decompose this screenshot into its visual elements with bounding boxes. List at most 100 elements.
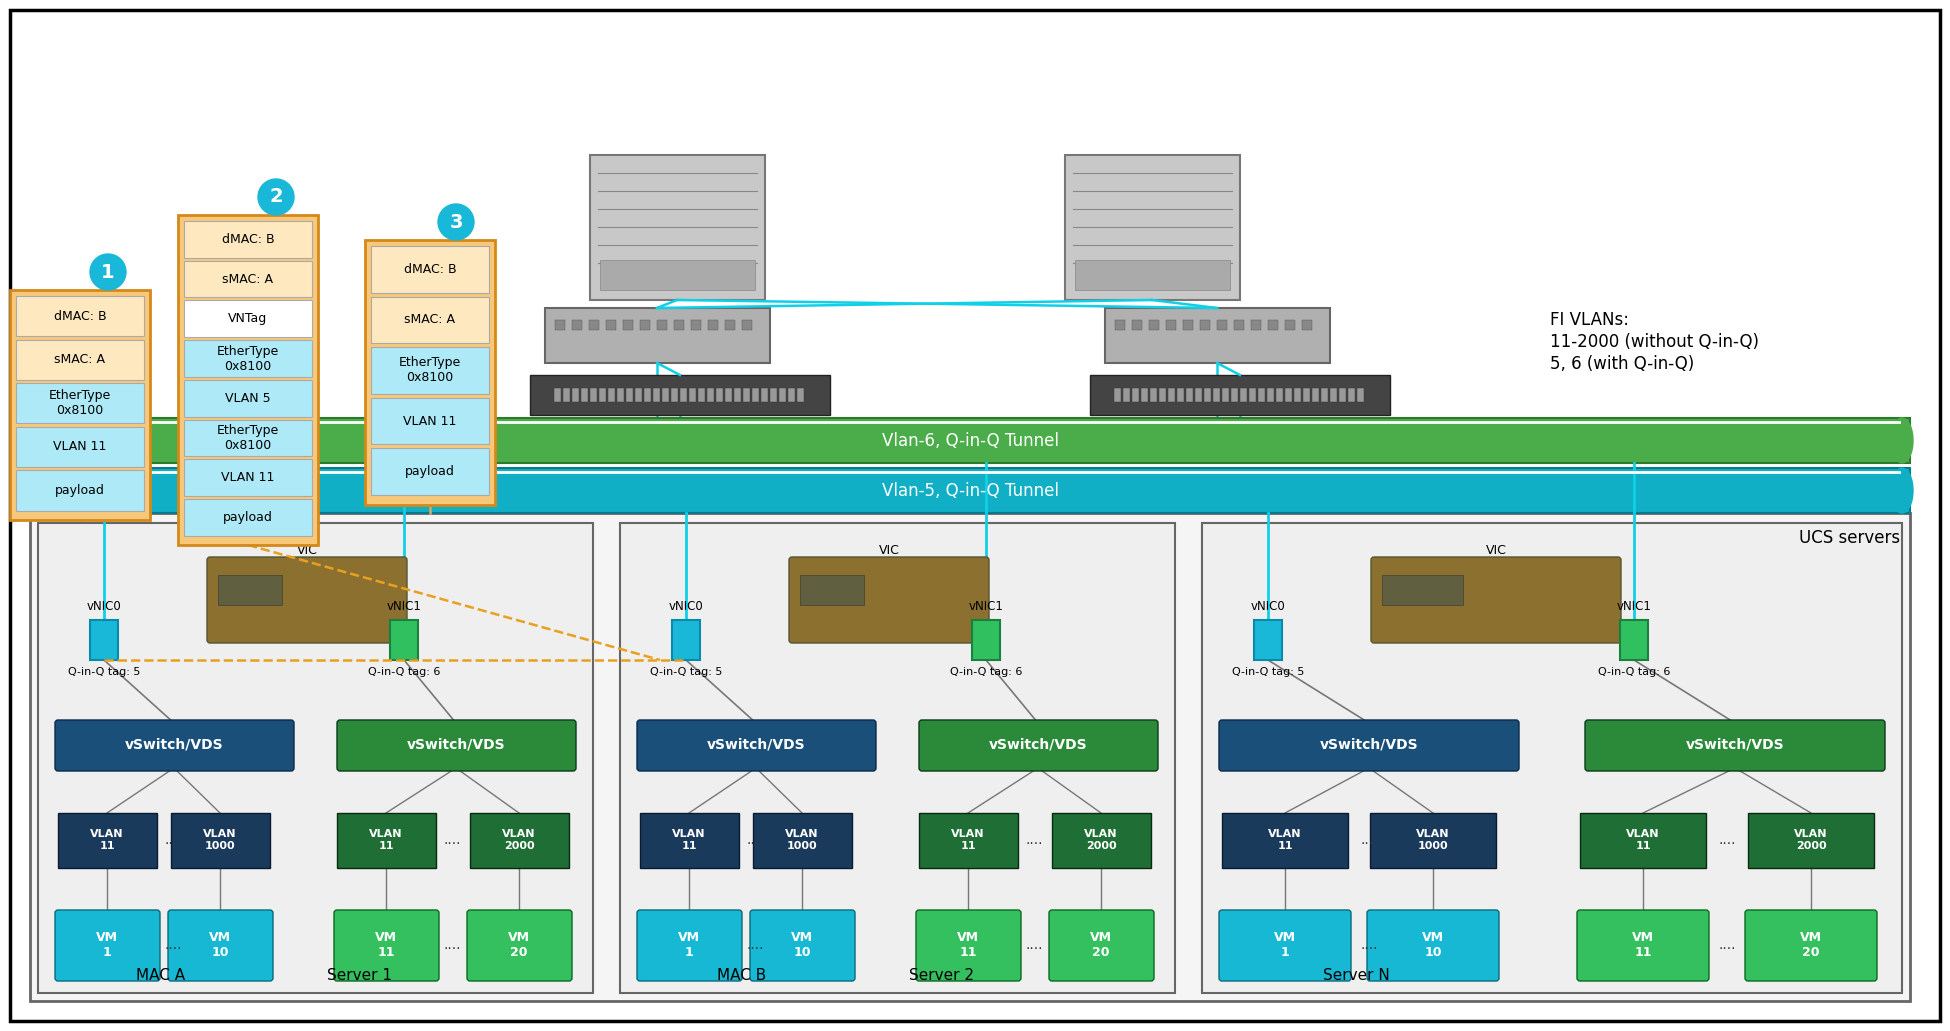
Bar	[16, 296, 144, 336]
Bar	[690, 320, 700, 330]
Bar	[1168, 388, 1176, 402]
FancyBboxPatch shape	[916, 910, 1022, 982]
Bar	[1371, 813, 1496, 868]
Bar	[29, 468, 1909, 513]
Bar	[183, 261, 312, 297]
Bar	[556, 320, 566, 330]
Text: VNTag: VNTag	[228, 312, 267, 326]
FancyBboxPatch shape	[333, 910, 439, 982]
Text: VLAN
11: VLAN 11	[1626, 829, 1659, 851]
Text: MAC A: MAC A	[136, 967, 185, 983]
Text: EtherType
0x8100: EtherType 0x8100	[400, 357, 460, 385]
Text: VM
1: VM 1	[96, 931, 119, 959]
Text: vSwitch/VDS: vSwitch/VDS	[1685, 738, 1784, 752]
Text: ....: ....	[164, 938, 181, 952]
Bar	[172, 813, 269, 868]
Bar	[640, 320, 649, 330]
Text: 5, 6 (with Q-in-Q): 5, 6 (with Q-in-Q)	[1550, 355, 1695, 373]
Bar	[1133, 388, 1139, 402]
Bar	[90, 620, 119, 660]
Text: ....: ....	[443, 833, 460, 847]
Text: ....: ....	[1026, 833, 1043, 847]
Bar	[544, 308, 770, 363]
Bar	[177, 215, 318, 545]
Bar	[470, 813, 569, 868]
Bar	[1178, 388, 1184, 402]
Text: sMAC: A: sMAC: A	[404, 313, 456, 327]
Bar	[1295, 388, 1301, 402]
Bar	[16, 470, 144, 510]
Bar	[370, 398, 489, 444]
Bar	[1275, 388, 1283, 402]
Text: 3: 3	[448, 212, 462, 232]
Ellipse shape	[27, 468, 49, 513]
Bar	[1580, 813, 1706, 868]
Text: VIC: VIC	[1486, 543, 1507, 557]
Bar	[1320, 388, 1328, 402]
Bar	[626, 388, 634, 402]
Text: sMAC: A: sMAC: A	[55, 354, 105, 366]
Bar	[688, 388, 696, 402]
Text: vNIC1: vNIC1	[969, 599, 1004, 612]
Bar	[370, 448, 489, 495]
Bar	[1268, 320, 1277, 330]
Text: vNIC0: vNIC0	[1250, 599, 1285, 612]
Text: VM
1: VM 1	[1273, 931, 1297, 959]
Text: Q-in-Q tag: 5: Q-in-Q tag: 5	[1232, 667, 1305, 677]
FancyBboxPatch shape	[55, 910, 160, 982]
Bar	[725, 320, 735, 330]
Text: Server N: Server N	[1322, 967, 1388, 983]
Circle shape	[257, 179, 294, 215]
Bar	[581, 388, 589, 402]
Ellipse shape	[1892, 468, 1913, 513]
Bar	[1115, 320, 1125, 330]
Text: Server 2: Server 2	[909, 967, 975, 983]
Bar	[337, 813, 437, 868]
Bar	[760, 388, 768, 402]
Text: dMAC: B: dMAC: B	[404, 263, 456, 275]
Bar	[183, 420, 312, 457]
FancyBboxPatch shape	[1585, 720, 1886, 771]
Bar	[1123, 388, 1129, 402]
Bar	[671, 388, 679, 402]
Text: 11-2000 (without Q-in-Q): 11-2000 (without Q-in-Q)	[1550, 333, 1759, 351]
Bar	[370, 246, 489, 293]
Text: VLAN
11: VLAN 11	[369, 829, 404, 851]
Bar	[798, 388, 803, 402]
Bar	[370, 347, 489, 394]
Bar	[716, 388, 723, 402]
Text: Q-in-Q tag: 6: Q-in-Q tag: 6	[369, 667, 441, 677]
Bar	[1090, 375, 1390, 415]
Text: VLAN
2000: VLAN 2000	[1794, 829, 1827, 851]
Bar	[1303, 320, 1312, 330]
Bar	[743, 320, 753, 330]
Text: EtherType
0x8100: EtherType 0x8100	[216, 424, 279, 452]
Text: ....: ....	[1361, 833, 1379, 847]
Text: VM
20: VM 20	[509, 931, 530, 959]
Bar	[661, 388, 669, 402]
Bar	[183, 340, 312, 376]
Bar	[601, 260, 755, 290]
Bar	[1186, 388, 1193, 402]
Bar	[599, 388, 606, 402]
FancyBboxPatch shape	[638, 720, 876, 771]
Bar	[606, 320, 616, 330]
Bar	[1213, 388, 1221, 402]
Text: VM
10: VM 10	[1422, 931, 1445, 959]
Text: ....: ....	[1718, 833, 1736, 847]
Bar	[1223, 388, 1228, 402]
Text: ....: ....	[1361, 938, 1379, 952]
Text: 2: 2	[269, 188, 283, 206]
Bar	[608, 388, 614, 402]
Bar	[657, 320, 667, 330]
Bar	[530, 375, 831, 415]
Text: VIC: VIC	[879, 543, 899, 557]
Bar	[770, 388, 776, 402]
Text: vNIC0: vNIC0	[669, 599, 704, 612]
Text: EtherType
0x8100: EtherType 0x8100	[216, 344, 279, 372]
Text: VLAN
2000: VLAN 2000	[503, 829, 536, 851]
Text: ....: ....	[747, 833, 764, 847]
Text: ....: ....	[1026, 938, 1043, 952]
Text: VLAN
11: VLAN 11	[673, 829, 706, 851]
Text: vNIC1: vNIC1	[1617, 599, 1652, 612]
